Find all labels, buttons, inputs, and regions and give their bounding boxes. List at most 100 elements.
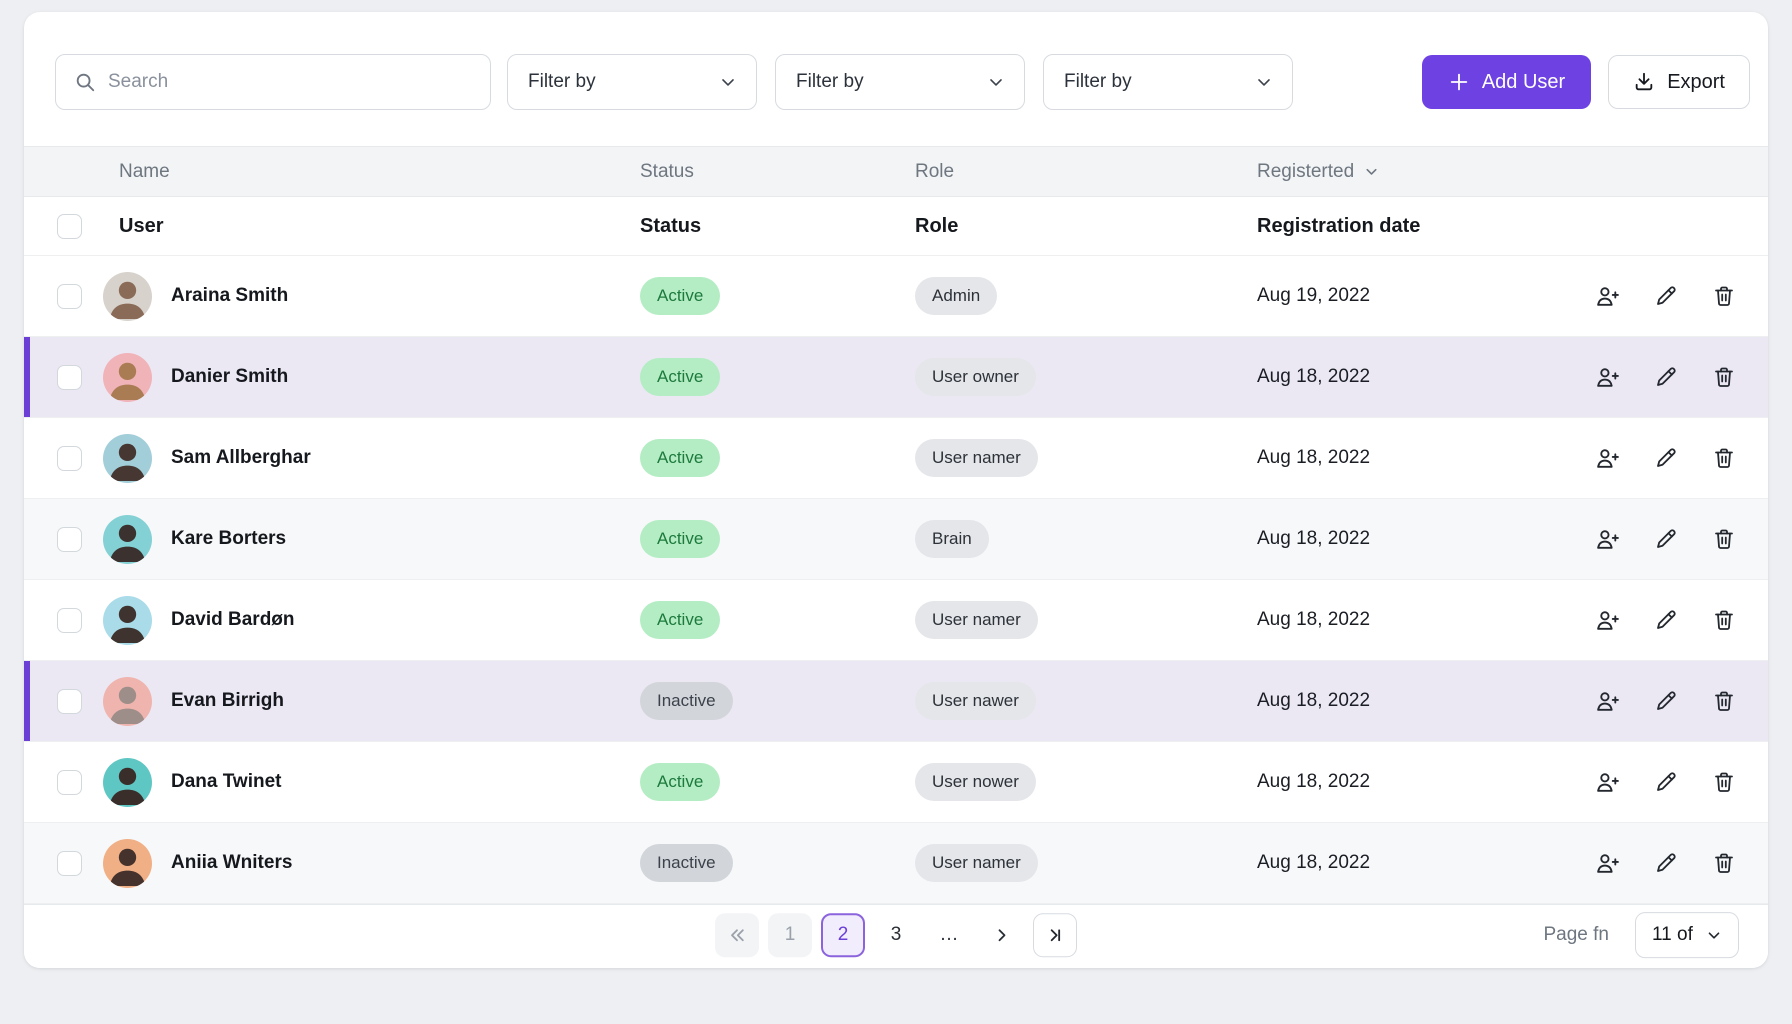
page-size-dropdown[interactable]: 11 of <box>1635 911 1739 958</box>
chevron-last-icon <box>1045 925 1065 945</box>
edit-pencil-icon[interactable] <box>1654 284 1678 308</box>
registration-date: Aug 18, 2022 <box>1257 528 1371 549</box>
table-row[interactable]: Dana Twinet Active User nower Aug 18, 20… <box>24 742 1768 823</box>
status-badge: Active <box>640 520 721 558</box>
delete-trash-icon[interactable] <box>1712 770 1736 794</box>
pagination: 1 2 3 … <box>715 912 1077 957</box>
status-badge: Active <box>640 763 721 801</box>
table-row[interactable]: Sam Allberghar Active User namer Aug 18,… <box>24 418 1768 499</box>
table-row[interactable]: David Bardøn Active User namer Aug 18, 2… <box>24 580 1768 661</box>
filter-dropdown-2-label: Filter by <box>796 71 864 92</box>
row-checkbox[interactable] <box>57 607 82 633</box>
pagination-ellipsis: … <box>939 923 959 945</box>
delete-trash-icon[interactable] <box>1712 284 1736 308</box>
pagination-last-page-button[interactable] <box>1033 912 1077 957</box>
registration-date: Aug 18, 2022 <box>1257 771 1371 792</box>
add-contact-icon[interactable] <box>1595 608 1620 633</box>
row-checkbox[interactable] <box>57 445 82 471</box>
edit-pencil-icon[interactable] <box>1654 446 1678 470</box>
row-checkbox[interactable] <box>57 526 82 552</box>
user-name: David Bardøn <box>171 609 295 630</box>
row-checkbox[interactable] <box>57 283 82 309</box>
role-badge: Brain <box>915 520 989 558</box>
select-all-checkbox[interactable] <box>57 213 82 239</box>
add-user-button[interactable]: Add User <box>1421 55 1592 109</box>
status-badge: Active <box>640 601 721 639</box>
edit-pencil-icon[interactable] <box>1654 365 1678 389</box>
user-management-card: Filter by Filter by Filter by Add User <box>24 12 1768 968</box>
sort-header-name[interactable]: Name <box>119 160 170 182</box>
delete-trash-icon[interactable] <box>1712 527 1736 551</box>
sort-header-role[interactable]: Role <box>915 160 955 182</box>
pagination-next-page-button[interactable] <box>980 913 1024 957</box>
delete-trash-icon[interactable] <box>1712 689 1736 713</box>
search-icon <box>74 71 96 93</box>
delete-trash-icon[interactable] <box>1712 608 1736 632</box>
avatar <box>103 676 152 726</box>
edit-pencil-icon[interactable] <box>1654 608 1678 632</box>
avatar <box>103 514 152 564</box>
avatar <box>103 271 152 321</box>
role-badge: User owner <box>915 358 1036 396</box>
status-badge: Active <box>640 439 721 477</box>
user-name: Dana Twinet <box>171 771 282 792</box>
toolbar: Filter by Filter by Filter by Add User <box>24 12 1768 110</box>
column-header-user: User <box>119 214 164 237</box>
table-row[interactable]: Aniia Wniters Inactive User namer Aug 18… <box>24 823 1768 904</box>
page-label: Page fn <box>1543 923 1610 945</box>
pagination-first-page-button[interactable] <box>715 912 759 957</box>
pagination-page-3-button[interactable]: 3 <box>890 923 902 945</box>
filter-dropdown-2[interactable]: Filter by <box>775 54 1025 110</box>
user-name: Aniia Wniters <box>171 852 293 873</box>
table-body: Araina Smith Active Admin Aug 19, 2022 D… <box>24 256 1768 904</box>
row-checkbox[interactable] <box>57 850 82 876</box>
user-name: Evan Birrigh <box>171 690 284 711</box>
status-badge: Active <box>640 358 721 396</box>
column-header-registration-date: Registration date <box>1257 214 1421 237</box>
table-row[interactable]: Kare Borters Active Brain Aug 18, 2022 <box>24 499 1768 580</box>
registration-date: Aug 19, 2022 <box>1257 285 1371 306</box>
plus-icon <box>1448 71 1470 93</box>
search-box[interactable] <box>55 54 491 110</box>
double-chevron-left-icon <box>727 925 747 945</box>
sort-header-status[interactable]: Status <box>640 160 694 182</box>
edit-pencil-icon[interactable] <box>1654 851 1678 875</box>
row-checkbox[interactable] <box>57 769 82 795</box>
filter-dropdown-1[interactable]: Filter by <box>507 54 757 110</box>
registration-date: Aug 18, 2022 <box>1257 690 1371 711</box>
add-contact-icon[interactable] <box>1595 527 1620 552</box>
filter-dropdown-3[interactable]: Filter by <box>1043 54 1293 110</box>
avatar <box>103 433 152 483</box>
add-contact-icon[interactable] <box>1595 851 1620 876</box>
add-contact-icon[interactable] <box>1595 770 1620 795</box>
add-contact-icon[interactable] <box>1595 365 1620 390</box>
add-contact-icon[interactable] <box>1595 689 1620 714</box>
search-input[interactable] <box>108 71 472 93</box>
table-footer: 1 2 3 … Page fn 11 of <box>24 904 1768 968</box>
row-checkbox[interactable] <box>57 688 82 714</box>
pagination-page-1-button[interactable]: 1 <box>768 912 812 957</box>
table-row[interactable]: Evan Birrigh Inactive User nawer Aug 18,… <box>24 661 1768 742</box>
table-row[interactable]: Araina Smith Active Admin Aug 19, 2022 <box>24 256 1768 337</box>
role-badge: Admin <box>915 277 998 315</box>
role-badge: User nower <box>915 763 1036 801</box>
registration-date: Aug 18, 2022 <box>1257 447 1371 468</box>
edit-pencil-icon[interactable] <box>1654 689 1678 713</box>
table-row[interactable]: Danier Smith Active User owner Aug 18, 2… <box>24 337 1768 418</box>
delete-trash-icon[interactable] <box>1712 446 1736 470</box>
delete-trash-icon[interactable] <box>1712 365 1736 389</box>
export-button[interactable]: Export <box>1608 55 1750 109</box>
pagination-page-2-button-active[interactable]: 2 <box>821 912 865 957</box>
add-contact-icon[interactable] <box>1595 284 1620 309</box>
role-badge: User namer <box>915 844 1038 882</box>
delete-trash-icon[interactable] <box>1712 851 1736 875</box>
export-label: Export <box>1667 70 1725 93</box>
edit-pencil-icon[interactable] <box>1654 527 1678 551</box>
edit-pencil-icon[interactable] <box>1654 770 1678 794</box>
add-contact-icon[interactable] <box>1595 446 1620 471</box>
avatar <box>103 838 152 888</box>
user-name: Kare Borters <box>171 528 287 549</box>
avatar <box>103 352 152 402</box>
row-checkbox[interactable] <box>57 364 82 390</box>
sort-header-registered[interactable]: Registerted <box>1257 161 1584 183</box>
